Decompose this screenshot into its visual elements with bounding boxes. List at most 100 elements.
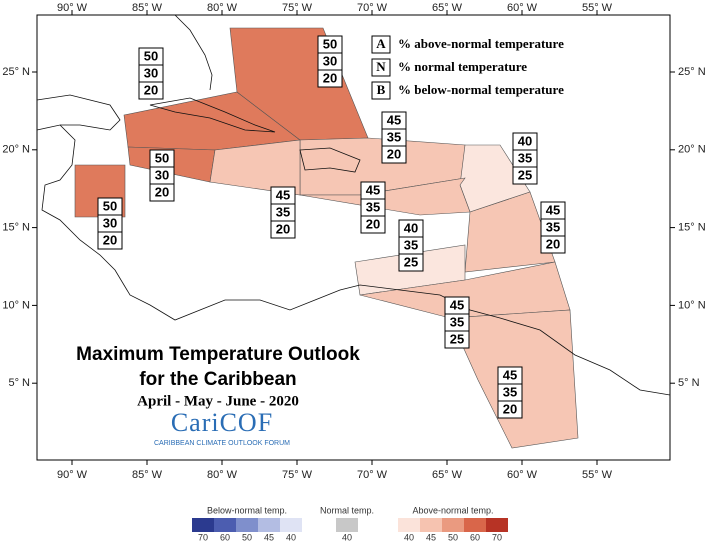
probability-value: 35 [518,150,532,165]
probability-cell [381,145,407,164]
longitude-label: 70° W [357,469,388,481]
probability-value: 50 [144,48,158,63]
colorbar-label: 50 [448,532,458,542]
probability-cell [540,235,566,254]
key-text: % normal temperature [398,59,527,74]
outlook-region [209,139,301,196]
colorbar-title: Below-normal temp. [207,505,287,515]
longitude-label: 90° W [57,469,88,481]
probability-value: 50 [323,36,337,51]
probability-cell [317,69,343,88]
longitude-label: 55° W [582,2,613,14]
colorbar-cell [236,518,258,532]
colorbar-label: 50 [242,532,252,542]
colorbar-cell [280,518,302,532]
colorbar-cell [442,518,464,532]
probability-cell [497,400,523,419]
colorbar-cell [258,518,280,532]
latitude-label: 10° N [2,299,30,311]
probability-value: 20 [144,82,158,97]
title-line: for the Caribbean [139,369,296,390]
colorbar-label: 70 [492,532,502,542]
probability-value: 35 [366,199,380,214]
colorbar-label: 45 [264,532,274,542]
probability-value: 45 [450,297,464,312]
key-text: % below-normal temperature [398,82,564,97]
probability-cell [97,231,123,250]
latitude-label: 25° N [2,66,30,78]
probability-value: 30 [155,167,169,182]
latitude-label: 20° N [678,144,705,156]
probability-value: 35 [546,219,560,234]
probability-value: 25 [450,331,464,346]
longitude-label: 60° W [507,2,538,14]
probability-value: 35 [276,204,290,219]
longitude-label: 60° W [507,469,538,481]
key-letter: B [377,82,386,97]
latitude-label: 5° N [678,377,700,389]
colorbar-cell [464,518,486,532]
longitude-label: 85° W [132,2,163,14]
logo-subtitle: CARIBBEAN CLIMATE OUTLOOK FORUM [154,440,290,447]
key-letter: N [376,59,386,74]
probability-value: 30 [144,65,158,80]
probability-value: 35 [404,237,418,252]
probability-value: 40 [518,133,532,148]
probability-cell [360,215,386,234]
latitude-label: 20° N [2,144,30,156]
colorbar-title: Normal temp. [320,505,374,515]
probability-value: 50 [155,150,169,165]
longitude-label: 75° W [282,2,313,14]
probability-value: 35 [450,314,464,329]
probability-value: 20 [155,184,169,199]
logo-name: CariCOF [171,408,273,437]
colorbar-cell [336,518,358,532]
colorbar-label: 70 [198,532,208,542]
colorbar-label: 60 [220,532,230,542]
probability-value: 25 [404,254,418,269]
latitude-label: 25° N [678,66,705,78]
key-letter: A [376,36,386,51]
probability-value: 20 [323,70,337,85]
longitude-label: 65° W [432,2,463,14]
colorbar-cell [420,518,442,532]
outlook-region [359,261,571,319]
probability-value: 50 [103,198,117,213]
longitude-label: 80° W [207,469,238,481]
key-text: % above-normal temperature [398,36,564,51]
probability-value: 20 [387,146,401,161]
colorbar-label: 40 [342,532,352,542]
probability-cell [444,330,470,349]
latitude-label: 5° N [8,377,30,389]
probability-value: 35 [387,129,401,144]
probability-value: 20 [366,216,380,231]
probability-value: 45 [387,112,401,127]
longitude-label: 65° W [432,469,463,481]
probability-cell [398,253,424,272]
title-line: Maximum Temperature Outlook [76,344,360,365]
colorbar-label: 45 [426,532,436,542]
colorbar-cell [214,518,236,532]
longitude-label: 75° W [282,469,313,481]
colorbar-title: Above-normal temp. [412,505,493,515]
period: April - May - June - 2020 [137,393,299,409]
colorbar-label: 60 [470,532,480,542]
probability-value: 45 [276,187,290,202]
latitude-label: 15° N [2,222,30,234]
colorbar-label: 40 [404,532,414,542]
colorbar-cell [486,518,508,532]
colorbar-cell [192,518,214,532]
probability-cell [512,166,538,185]
longitude-label: 55° W [582,469,613,481]
coastlines [36,14,671,396]
probability-value: 25 [518,167,532,182]
probability-cell [138,81,164,100]
probability-value: 20 [276,221,290,236]
probability-value: 45 [546,202,560,217]
probability-value: 30 [323,53,337,68]
probability-value: 30 [103,215,117,230]
probability-value: 45 [366,182,380,197]
probability-value: 20 [503,401,517,416]
probability-value: 20 [103,232,117,247]
